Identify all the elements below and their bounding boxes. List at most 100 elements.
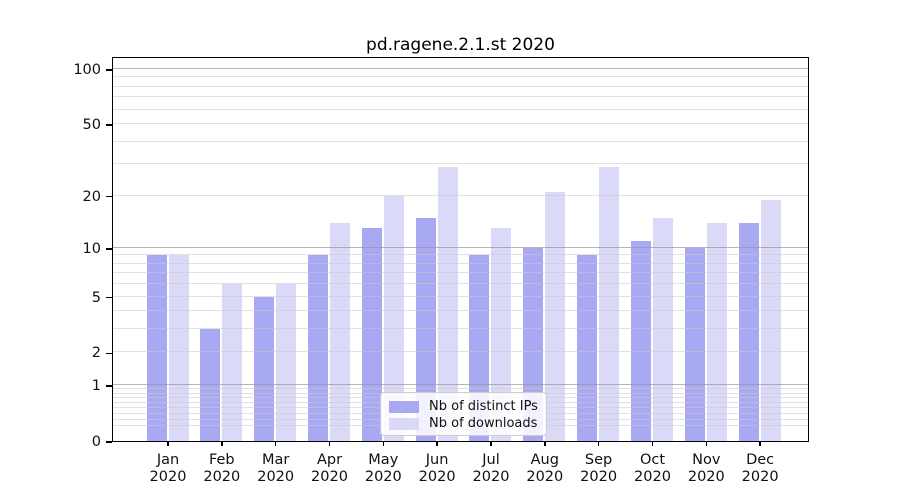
minor-gridline	[113, 163, 808, 165]
y-tick-mark	[106, 248, 112, 250]
x-tick-mark	[544, 442, 546, 446]
x-tick-year: 2020	[203, 469, 241, 485]
x-tick-label: Sep 2020	[569, 452, 629, 486]
x-tick-month: Feb	[208, 452, 235, 468]
x-tick-label: May 2020	[353, 452, 413, 486]
x-tick-month: Dec	[746, 452, 775, 468]
bar-downloads	[276, 284, 297, 441]
bar-downloads	[329, 222, 350, 441]
legend-swatch	[389, 400, 419, 413]
x-tick-month: May	[368, 452, 399, 468]
x-tick-year: 2020	[741, 469, 779, 485]
x-tick-month: Jan	[156, 452, 180, 468]
y-tick-mark	[106, 441, 112, 443]
x-tick-mark	[221, 442, 223, 446]
bar-downloads	[383, 195, 404, 441]
y-tick-label: 20	[82, 188, 101, 205]
x-tick-label: Jun 2020	[407, 452, 467, 486]
x-tick-label: Jul 2020	[461, 452, 521, 486]
x-tick-month: Apr	[316, 452, 343, 468]
x-tick-label: Mar 2020	[246, 452, 306, 486]
bar-distinct-ips	[577, 255, 598, 441]
legend: Nb of distinct IPs Nb of downloads	[380, 392, 547, 436]
chart-title: pd.ragene.2.1.st 2020	[366, 35, 555, 55]
bar-downloads	[545, 191, 566, 441]
y-tick-mark	[106, 296, 112, 299]
bar-downloads	[437, 166, 458, 441]
bar-distinct-ips	[307, 255, 328, 441]
x-tick-year: 2020	[580, 469, 618, 485]
y-tick-mark	[106, 195, 112, 198]
bar-distinct-ips	[146, 255, 167, 441]
bar-downloads	[652, 217, 673, 441]
x-tick-label: Nov 2020	[676, 452, 736, 486]
x-tick-year: 2020	[472, 469, 510, 485]
legend-label: Nb of distinct IPs	[429, 399, 538, 414]
minor-gridline	[113, 108, 808, 110]
x-tick-label: Jan 2020	[138, 452, 198, 486]
bar-downloads	[599, 166, 620, 441]
x-tick-year: 2020	[364, 469, 402, 485]
x-tick-mark	[490, 442, 492, 446]
legend-label: Nb of downloads	[429, 416, 538, 431]
bar-distinct-ips	[254, 296, 275, 441]
x-tick-month: Oct	[639, 452, 666, 468]
bar-distinct-ips	[200, 329, 221, 441]
x-tick-month: Jun	[425, 452, 449, 468]
x-tick-month: Nov	[692, 452, 721, 468]
x-tick-month: Jul	[482, 452, 500, 468]
minor-gridline	[113, 96, 808, 98]
bar-distinct-ips	[630, 240, 651, 441]
x-tick-year: 2020	[418, 469, 456, 485]
minor-gridline	[113, 76, 808, 78]
bar-downloads	[222, 284, 243, 441]
x-tick-mark	[651, 442, 654, 446]
bar-downloads	[168, 255, 189, 441]
y-tick-label: 2	[91, 345, 101, 362]
x-tick-mark	[382, 442, 385, 446]
bar-distinct-ips	[361, 228, 382, 441]
bar-distinct-ips	[684, 247, 705, 441]
x-tick-year: 2020	[687, 469, 725, 485]
legend-row: Nb of downloads	[389, 415, 538, 432]
y-tick-mark	[106, 385, 112, 387]
x-tick-label: Apr 2020	[300, 452, 360, 486]
x-tick-month: Aug	[530, 452, 559, 468]
bar-downloads	[491, 228, 512, 441]
x-tick-mark	[328, 442, 331, 446]
x-tick-mark	[705, 442, 707, 446]
x-tick-mark	[759, 442, 761, 446]
x-tick-month: Mar	[262, 452, 290, 468]
y-tick-mark	[106, 124, 112, 126]
legend-swatch	[389, 417, 419, 430]
x-tick-mark	[597, 442, 600, 446]
y-tick-label: 50	[82, 117, 101, 134]
x-tick-year: 2020	[526, 469, 564, 485]
bar-downloads	[760, 199, 781, 441]
y-tick-mark	[106, 69, 112, 71]
x-tick-mark	[167, 442, 169, 446]
x-tick-year: 2020	[634, 469, 671, 485]
x-tick-label: Dec 2020	[730, 452, 790, 486]
y-tick-label: 100	[73, 62, 101, 78]
x-tick-label: Oct 2020	[623, 452, 683, 486]
minor-gridline	[113, 123, 808, 125]
x-tick-month: Sep	[584, 452, 613, 468]
x-tick-year: 2020	[149, 469, 187, 485]
x-tick-mark	[274, 442, 277, 446]
bar-distinct-ips	[738, 222, 759, 441]
y-tick-label: 0	[91, 434, 101, 450]
minor-gridline	[113, 85, 808, 87]
legend-row: Nb of distinct IPs	[389, 398, 538, 415]
x-tick-year: 2020	[257, 469, 295, 485]
minor-gridline	[113, 194, 808, 196]
x-tick-year: 2020	[311, 469, 348, 485]
y-tick-label: 5	[91, 289, 101, 306]
bar-downloads	[706, 222, 727, 441]
major-gridline	[113, 68, 808, 69]
x-tick-mark	[436, 442, 438, 446]
minor-gridline	[113, 140, 808, 142]
y-tick-label: 10	[82, 240, 101, 257]
x-tick-label: Aug 2020	[515, 452, 575, 486]
x-tick-label: Feb 2020	[192, 452, 252, 486]
